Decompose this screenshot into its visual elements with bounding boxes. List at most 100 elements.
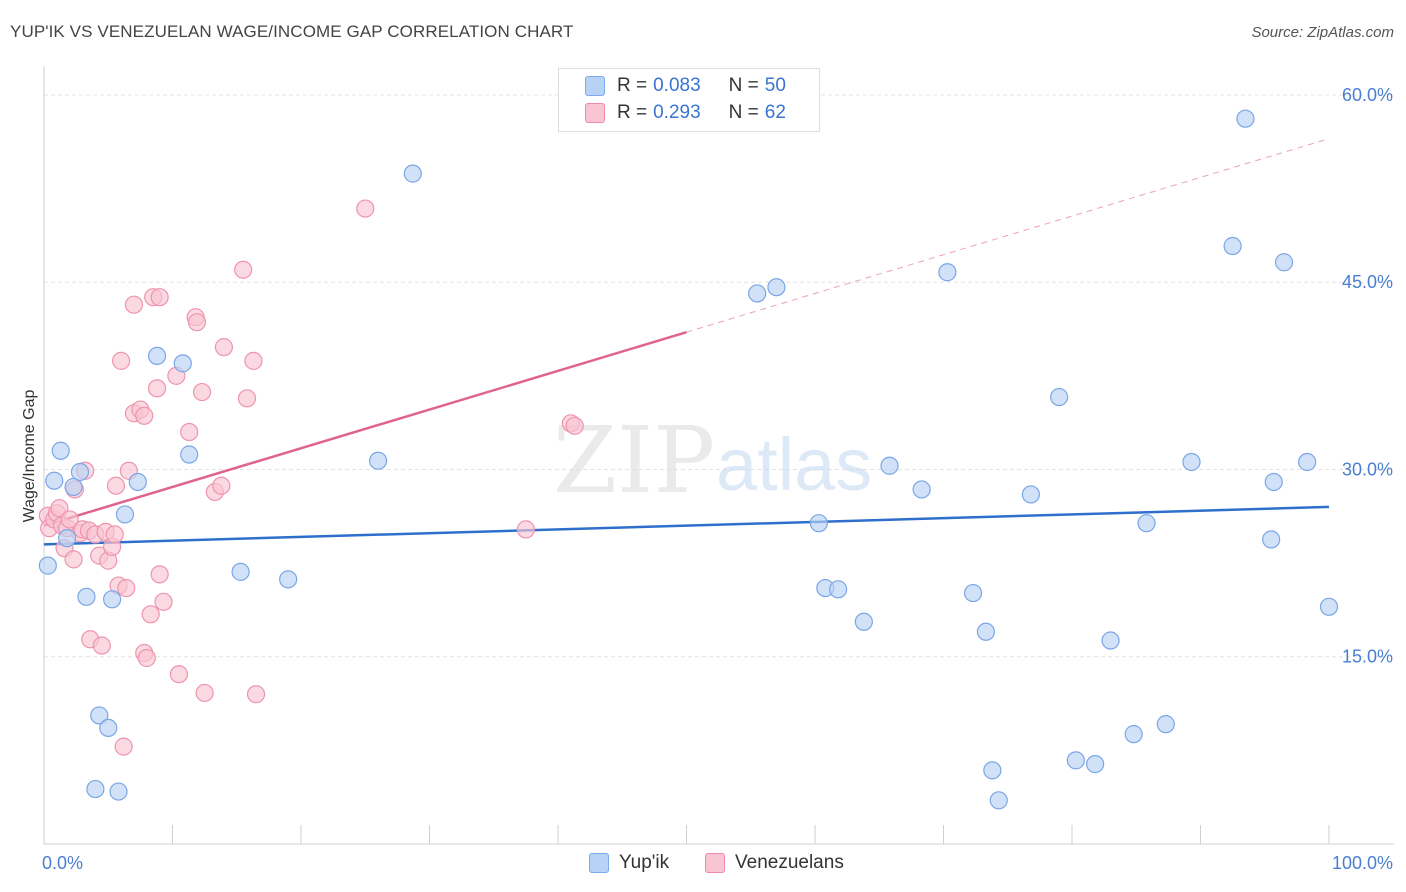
- yupik-point: [1236, 109, 1255, 128]
- venezuelans-point: [516, 520, 535, 539]
- legend-r-label: R =: [617, 102, 648, 123]
- venezuelans-point: [565, 416, 584, 435]
- venezuelans-point: [50, 499, 69, 518]
- yupik-point: [938, 263, 957, 282]
- yupik-point: [45, 471, 64, 490]
- yupik-trend-line: [43, 505, 1330, 546]
- venezuelans-point: [169, 665, 189, 684]
- x-tick-label: 0.0%: [42, 853, 83, 873]
- chart-title: YUP'IK VS VENEZUELAN WAGE/INCOME GAP COR…: [10, 22, 574, 41]
- yupik-point: [1021, 485, 1040, 504]
- yupik-point: [128, 472, 147, 492]
- yupik-point: [1066, 751, 1085, 770]
- venezuelans-point: [234, 260, 253, 279]
- yupik-point: [809, 514, 828, 533]
- venezuelans-point: [180, 422, 199, 442]
- yupik-point: [90, 706, 109, 725]
- legend-r-value: 0.293: [653, 102, 701, 123]
- venezuelans-point: [135, 406, 154, 425]
- legend-n-value: 50: [764, 75, 786, 96]
- yupik-point: [767, 278, 786, 297]
- yupik-point: [1298, 452, 1317, 472]
- yupik-point: [403, 164, 422, 183]
- yupik-point: [1264, 472, 1283, 492]
- yupik-point: [963, 583, 983, 603]
- venezuelans-point: [150, 565, 169, 584]
- yupik-point: [1182, 452, 1201, 472]
- series-legend-yupik: Yup'ik: [589, 852, 669, 874]
- series-swatch-venezuelans: [705, 853, 725, 873]
- yupik-point: [976, 622, 996, 641]
- venezuelans-point: [117, 578, 136, 598]
- venezuelans-point: [124, 295, 144, 314]
- y-tick-label: 30.0%: [1342, 459, 1393, 479]
- yupik-point: [51, 441, 70, 460]
- venezuelans-point: [237, 389, 257, 408]
- legend-row-yupik: R = 0.083 N = 50: [585, 73, 792, 99]
- correlation-legend: R = 0.083 N = 50 R = 0.293 N = 62: [558, 68, 820, 132]
- yupik-point: [1101, 631, 1120, 650]
- yupik-point: [983, 761, 1002, 780]
- venezuelans-trend-line: [43, 330, 687, 527]
- yupik-point: [1319, 597, 1339, 616]
- yupik-point: [231, 562, 250, 581]
- venezuelans-point: [246, 685, 266, 704]
- venezuelans-point: [141, 605, 160, 624]
- legend-row-venezuelans: R = 0.293 N = 62: [585, 100, 792, 126]
- yupik-point: [1137, 514, 1156, 533]
- yupik-point: [99, 718, 118, 738]
- venezuelans-point: [111, 351, 131, 370]
- yupik-point: [880, 456, 899, 475]
- series-legend: Yup'ik Venezuelans: [0, 852, 1406, 878]
- venezuelans-point: [244, 351, 263, 370]
- series-label-yupik: Yup'ik: [619, 852, 670, 873]
- venezuelans-point: [92, 636, 111, 655]
- legend-n-label: N =: [728, 102, 759, 123]
- yupik-point: [854, 612, 873, 631]
- yupik-point: [748, 284, 767, 303]
- yupik-point: [1223, 236, 1242, 256]
- yupik-point: [1262, 530, 1281, 549]
- venezuelans-point: [137, 648, 156, 668]
- venezuelans-point: [187, 313, 207, 332]
- venezuelans-point: [60, 510, 79, 529]
- series-label-venezuelans: Venezuelans: [735, 852, 844, 873]
- series-swatch-yupik: [589, 853, 609, 873]
- yupik-point: [115, 505, 135, 524]
- y-tick-label: 15.0%: [1342, 647, 1393, 667]
- yupik-point: [279, 570, 298, 589]
- axes: [43, 66, 1394, 845]
- yupik-point: [173, 354, 192, 373]
- venezuelans-point: [356, 199, 375, 218]
- y-tick-label: 60.0%: [1342, 85, 1393, 105]
- x-tick-label: 100.0%: [1332, 853, 1393, 873]
- yupik-point: [58, 529, 77, 548]
- trend-lines: [43, 138, 1330, 546]
- legend-r-label: R =: [617, 75, 648, 96]
- yupik-point: [70, 462, 90, 482]
- venezuelans-point: [105, 525, 124, 544]
- yupik-point: [180, 445, 199, 464]
- yupik-point: [77, 587, 96, 606]
- yupik-point: [109, 782, 128, 801]
- venezuelans-point: [106, 476, 126, 495]
- legend-swatch-yupik: [585, 76, 605, 96]
- yupik-point: [1124, 725, 1143, 744]
- tick-labels: 15.0% 30.0% 45.0% 60.0% 0.0% 100.0%: [42, 85, 1393, 873]
- yupik-point: [829, 580, 848, 599]
- yupik-point: [147, 346, 167, 365]
- yupik-point: [1274, 253, 1294, 272]
- yupik-point: [38, 556, 57, 575]
- venezuelans-point: [192, 382, 212, 402]
- series-legend-venezuelans: Venezuelans: [705, 852, 844, 874]
- venezuelans-point: [150, 288, 169, 307]
- venezuelans-point: [154, 592, 173, 611]
- yupik-point: [1050, 387, 1069, 407]
- venezuelans-point: [147, 379, 167, 398]
- yupik-point: [369, 451, 388, 470]
- legend-swatch-venezuelans: [585, 103, 605, 123]
- venezuelans-point: [212, 476, 231, 495]
- yupik-point: [989, 791, 1008, 810]
- legend-n-label: N =: [728, 75, 759, 96]
